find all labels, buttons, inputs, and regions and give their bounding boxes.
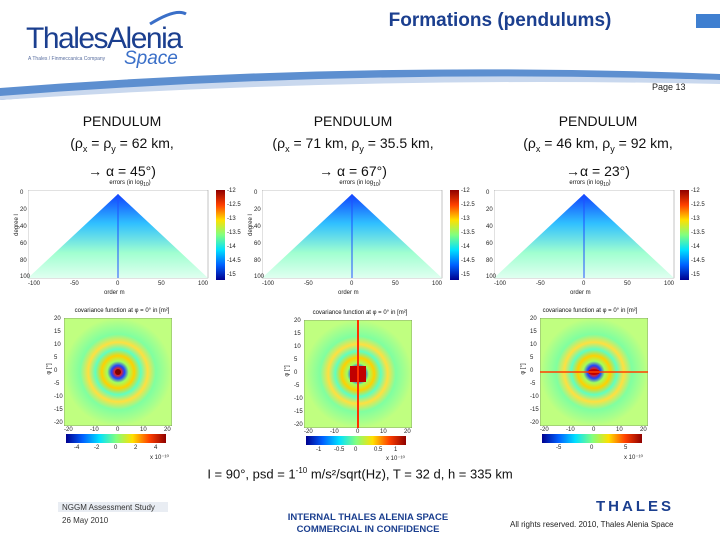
pendulum-3-heading: PENDULUM (ρx = 46 km, ρy = 92 km, →α = 2… xyxy=(523,113,673,179)
colorbar-1 xyxy=(216,190,225,280)
errors-plot-3 xyxy=(494,190,675,279)
errors-title-1: errors (in log10) xyxy=(109,180,151,189)
cov-exp-1: x 10⁻¹⁰ xyxy=(150,455,169,461)
x-label-2: order m xyxy=(338,290,359,296)
cov-title-3: covariance function at φ = 0° in [m²] xyxy=(542,308,638,314)
cov-plot-1 xyxy=(64,318,172,426)
title-accent-block xyxy=(696,14,720,28)
header-swoosh xyxy=(0,10,720,100)
cov-plot-2 xyxy=(304,320,412,428)
pendulum-1-heading: PENDULUM (ρx = ρy = 62 km, → α = 45°) xyxy=(70,113,174,179)
footer-study: NGGM Assessment Study xyxy=(62,503,155,512)
errors-plot-1 xyxy=(28,190,209,279)
pendulum-2-heading: PENDULUM (ρx = 71 km, ρy = 35.5 km, → α … xyxy=(272,113,434,179)
footer-date: 26 May 2010 xyxy=(62,516,109,525)
cov-colorbar-3 xyxy=(542,434,642,443)
y-label-1: degree l xyxy=(13,214,20,236)
cov-y-label-1: φ [°] xyxy=(46,363,53,375)
x-label-3: order m xyxy=(570,290,591,296)
cov-y-label-3: φ [°] xyxy=(520,363,527,375)
errors-title-3: errors (in log10) xyxy=(569,180,611,189)
colorbar-3 xyxy=(680,190,689,280)
footer-confidentiality: INTERNAL THALES ALENIA SPACE COMMERCIAL … xyxy=(287,512,449,535)
footer-study-box xyxy=(58,502,168,512)
company-logo: ThalesAlenia xyxy=(26,22,183,55)
logo-tagline: A Thales / Finmeccanica Company xyxy=(28,56,106,62)
y-label-2: degree l xyxy=(247,214,254,236)
thales-logo: THALES xyxy=(596,498,674,515)
footer-rights: All rights reserved. 2010, Thales Alenia… xyxy=(510,520,674,529)
page-number: Page 13 xyxy=(652,82,686,92)
slide-title: Formations (pendulums) xyxy=(388,10,612,31)
cov-plot-3 xyxy=(540,318,648,426)
errors-plot-2 xyxy=(262,190,443,279)
cov-exp-2: x 10⁻¹⁰ xyxy=(386,456,405,462)
cov-colorbar-1 xyxy=(66,434,166,443)
errors-title-2: errors (in log10) xyxy=(339,180,381,189)
cov-title-1: covariance function at φ = 0° in [m²] xyxy=(74,308,170,314)
x-label-1: order m xyxy=(104,290,125,296)
logo-space: Space xyxy=(124,48,178,69)
orbit-parameters: I = 90°, psd = 1-10 m/s²/sqrt(Hz), T = 3… xyxy=(207,466,513,482)
cov-exp-3: x 10⁻¹⁰ xyxy=(624,455,643,461)
cov-colorbar-2 xyxy=(306,436,406,445)
colorbar-2 xyxy=(450,190,459,280)
cov-y-label-2: φ [°] xyxy=(284,365,291,377)
cov-title-2: covariance function at φ = 0° in [m²] xyxy=(312,310,408,316)
